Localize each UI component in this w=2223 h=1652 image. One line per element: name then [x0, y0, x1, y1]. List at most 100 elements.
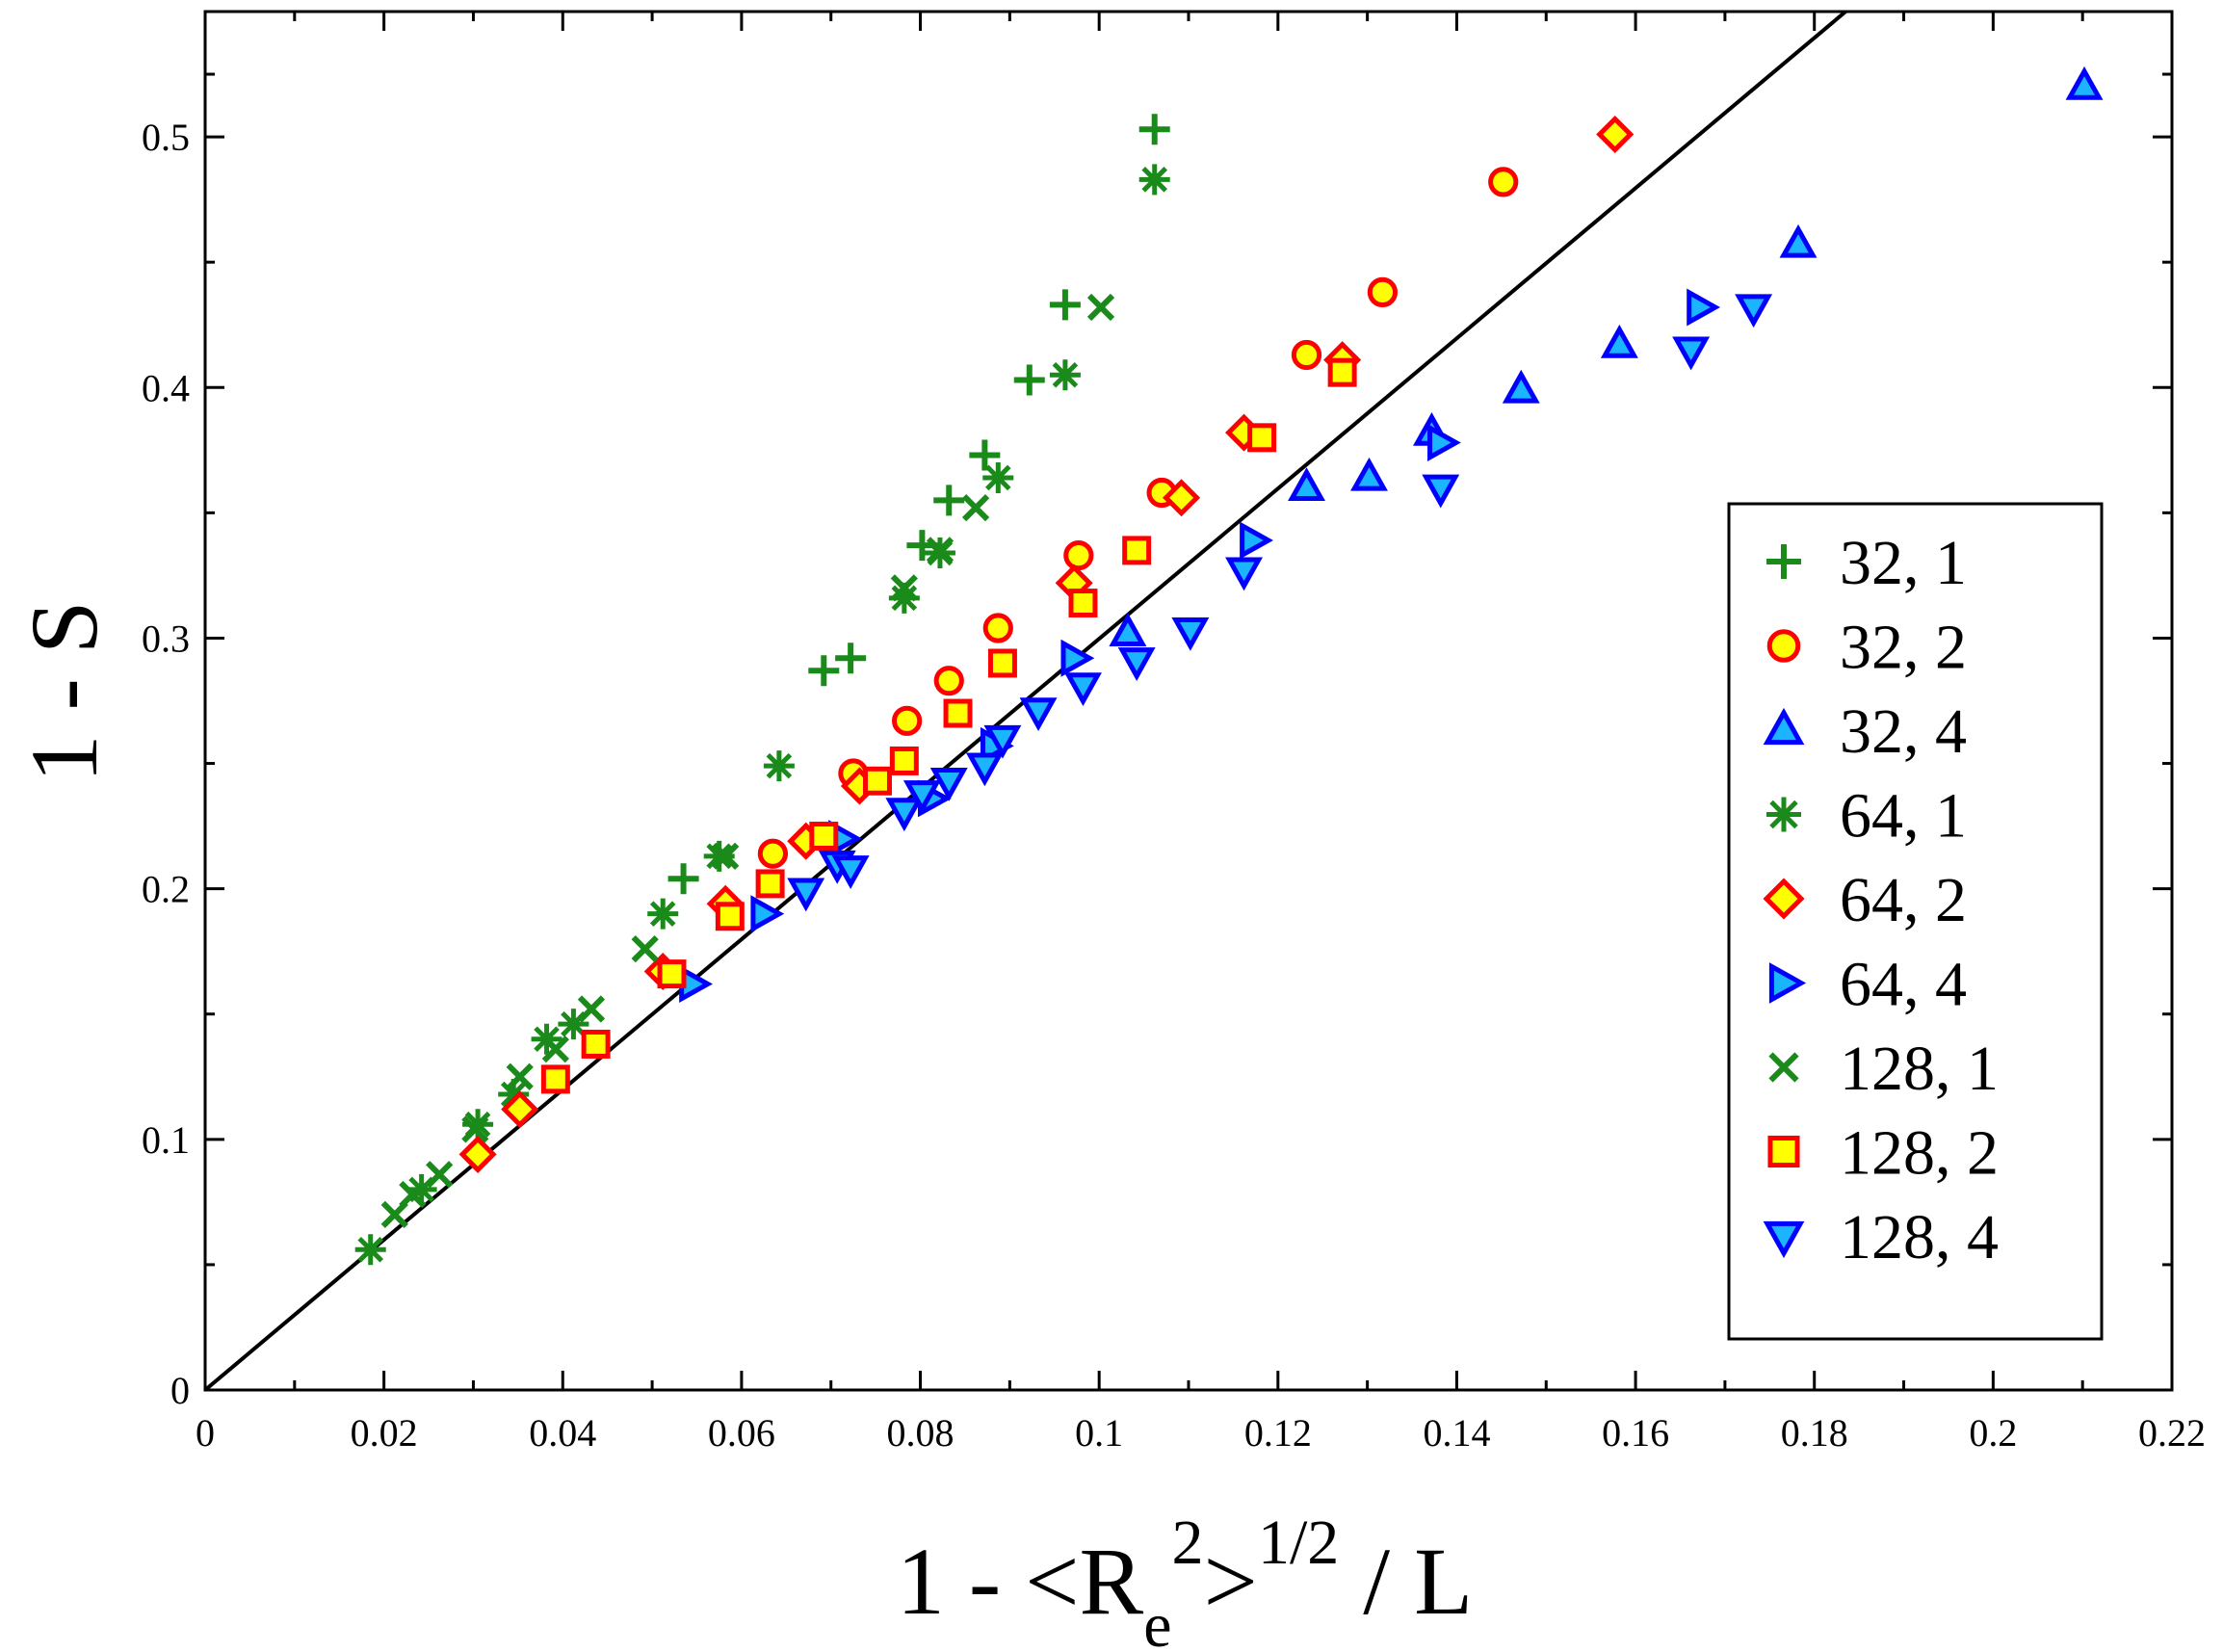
- data-point: [1163, 479, 1201, 517]
- data-point: [1064, 672, 1102, 707]
- legend-item: 32, 4: [1763, 696, 1967, 767]
- data-point: [1687, 288, 1721, 327]
- series-32-1: [667, 114, 1170, 895]
- data-point: [1171, 616, 1210, 651]
- x-tick-label: 0.12: [1244, 1411, 1312, 1455]
- data-point: [657, 959, 687, 989]
- legend-label: 32, 1: [1840, 528, 1967, 598]
- data-point: [835, 642, 867, 674]
- data-point: [933, 485, 965, 516]
- data-point: [1288, 467, 1325, 502]
- data-point: [1427, 424, 1461, 461]
- x-tick-label: 0.02: [351, 1411, 418, 1455]
- data-point: [1735, 294, 1773, 328]
- data-point: [926, 537, 955, 564]
- y-tick-label: 0.1: [142, 1118, 190, 1162]
- data-point: [1596, 115, 1635, 154]
- x-tick-label: 0.16: [1602, 1411, 1669, 1455]
- y-tick-label: 0: [170, 1369, 190, 1412]
- data-point: [631, 934, 659, 963]
- data-point: [1109, 613, 1147, 646]
- x-axis-title-superscript: 1/2: [1258, 1508, 1339, 1578]
- data-point: [1600, 324, 1638, 358]
- data-point: [831, 855, 870, 889]
- data-point: [1049, 289, 1081, 321]
- axis-tick-labels: 0 0.02 0.04 0.06 0.08 0.1 0.12 0.14 0.16 0.18 0.2 0…: [142, 116, 2206, 1455]
- legend-item: 32, 1: [1766, 528, 1967, 598]
- data-point: [892, 705, 923, 736]
- data-point: [540, 1064, 570, 1094]
- series-128-1: [380, 293, 1115, 1228]
- legend-label: 64, 2: [1840, 865, 1967, 935]
- y-tick-label: 0.4: [142, 366, 190, 409]
- data-point: [787, 878, 825, 912]
- data-point: [1367, 276, 1399, 308]
- data-point: [501, 1090, 539, 1129]
- data-point: [1350, 457, 1388, 491]
- data-point: [902, 780, 941, 814]
- data-point: [757, 838, 789, 869]
- axis-ticks: [203, 12, 2174, 1392]
- legend-item: 64, 4: [1768, 950, 1967, 1020]
- data-point: [961, 494, 990, 522]
- data-point: [458, 1135, 497, 1173]
- data-point: [1502, 369, 1540, 404]
- data-point: [943, 698, 973, 728]
- legend-marker: [1766, 629, 1801, 663]
- data-point: [965, 752, 1004, 787]
- data-point: [983, 724, 1022, 759]
- data-point: [1225, 557, 1264, 591]
- data-point: [1488, 167, 1519, 197]
- data-point: [647, 898, 679, 930]
- data-point: [1049, 359, 1081, 391]
- x-axis-title-subscript: e: [1143, 1590, 1171, 1652]
- data-point: [987, 648, 1017, 678]
- data-point: [1019, 697, 1058, 732]
- legend-marker: [1768, 962, 1807, 1004]
- legend-label: 32, 2: [1840, 613, 1967, 683]
- legend-marker: [1767, 1135, 1800, 1168]
- legend-marker: [1768, 1052, 1799, 1083]
- data-point: [667, 863, 699, 895]
- legend-label: 128, 2: [1840, 1118, 1999, 1189]
- series-32-2: [757, 167, 1519, 869]
- x-tick-label: 0.04: [529, 1411, 596, 1455]
- data-point: [1138, 164, 1170, 196]
- data-point: [889, 746, 919, 775]
- data-point: [541, 1036, 569, 1063]
- x-tick-label: 0.18: [1781, 1411, 1848, 1455]
- legend-item: 128, 2: [1767, 1118, 1999, 1189]
- legend: 32, 1 32, 2 32, 4 64, 1 64, 2 64, 4 128, 1 128,…: [1727, 502, 2104, 1341]
- data-point: [1138, 114, 1170, 145]
- y-tick-label: 0.3: [142, 616, 190, 660]
- data-point: [461, 1115, 489, 1143]
- data-point: [1672, 336, 1711, 371]
- x-axis-title: 1 - <Re2>1/2 / L: [897, 1508, 1473, 1652]
- data-point: [1060, 639, 1095, 677]
- x-axis-title-superscript-2: 2: [1172, 1508, 1204, 1578]
- data-point: [888, 582, 920, 614]
- data-point: [1122, 536, 1152, 565]
- x-tick-label: 0.14: [1423, 1411, 1490, 1455]
- x-tick-label: 0.06: [708, 1411, 775, 1455]
- data-point: [933, 666, 964, 696]
- legend-item: 32, 2: [1766, 613, 1967, 683]
- y-tick-label: 0.5: [142, 116, 190, 159]
- x-tick-label: 0.1: [1075, 1411, 1123, 1455]
- legend-item: 64, 1: [1766, 781, 1967, 852]
- data-point: [1291, 339, 1322, 371]
- data-point: [885, 798, 924, 832]
- data-point: [399, 1180, 427, 1209]
- data-point: [2065, 66, 2104, 100]
- data-point: [558, 1009, 589, 1040]
- data-point: [1247, 423, 1277, 453]
- data-point: [354, 1234, 386, 1266]
- data-point: [890, 574, 918, 602]
- legend-marker: [1766, 797, 1801, 832]
- data-point: [863, 766, 892, 796]
- data-point: [808, 655, 840, 687]
- series-128-2: [540, 357, 1357, 1094]
- legend-label: 128, 1: [1840, 1034, 1999, 1104]
- data-point: [712, 842, 740, 870]
